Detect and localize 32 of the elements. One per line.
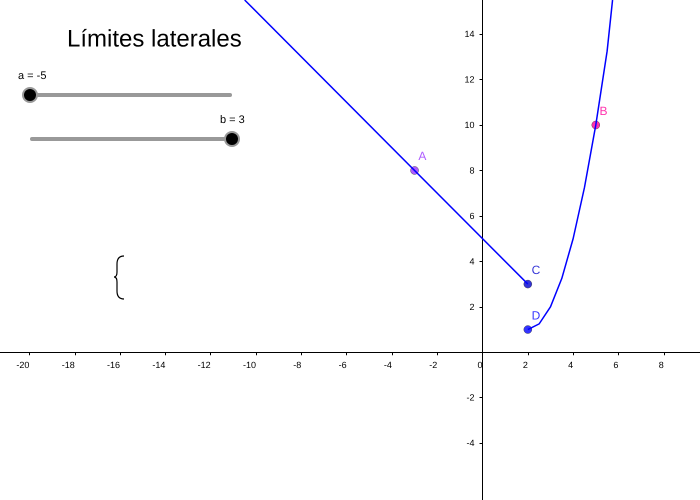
data-label: B bbox=[600, 104, 608, 118]
x-tick-label: -14 bbox=[152, 360, 166, 370]
text: Límites laterales bbox=[67, 26, 242, 52]
x-tick-label: -16 bbox=[107, 360, 120, 370]
y-tick-label: 10 bbox=[464, 120, 475, 130]
x-tick-label: 0 bbox=[478, 360, 483, 370]
y-tick-label: -4 bbox=[466, 438, 475, 448]
data-label: A bbox=[418, 149, 426, 164]
y-tick-label: 6 bbox=[470, 210, 475, 221]
annotation: a = -5 bbox=[18, 70, 46, 82]
y-tick-label: 2 bbox=[470, 302, 475, 312]
x-tick-label: -20 bbox=[16, 360, 30, 370]
x-tick-label: -12 bbox=[198, 360, 211, 370]
x-tick-label: 4 bbox=[568, 360, 574, 370]
x-tick-label: -18 bbox=[62, 360, 75, 370]
data-label: C bbox=[532, 262, 541, 277]
annotation: b = 3 bbox=[220, 114, 245, 126]
x-tick-label: 6 bbox=[613, 360, 618, 370]
data-label: D bbox=[532, 308, 541, 322]
y-tick-label: 12 bbox=[464, 74, 475, 85]
x-tick-label: -6 bbox=[338, 360, 347, 370]
x-tick-label: -8 bbox=[293, 360, 302, 370]
y-tick-label: -2 bbox=[466, 392, 475, 403]
x-tick-label: -2 bbox=[429, 360, 438, 370]
x-tick-label: 8 bbox=[658, 360, 664, 370]
x-tick-label: -4 bbox=[384, 360, 392, 370]
point bbox=[524, 325, 532, 334]
x-tick-label: 2 bbox=[522, 360, 528, 370]
y-tick-label: 14 bbox=[464, 29, 475, 40]
x-tick-label: -10 bbox=[242, 360, 256, 370]
y-tick-label: 4 bbox=[470, 256, 475, 266]
y-tick-label: 8 bbox=[470, 165, 475, 176]
